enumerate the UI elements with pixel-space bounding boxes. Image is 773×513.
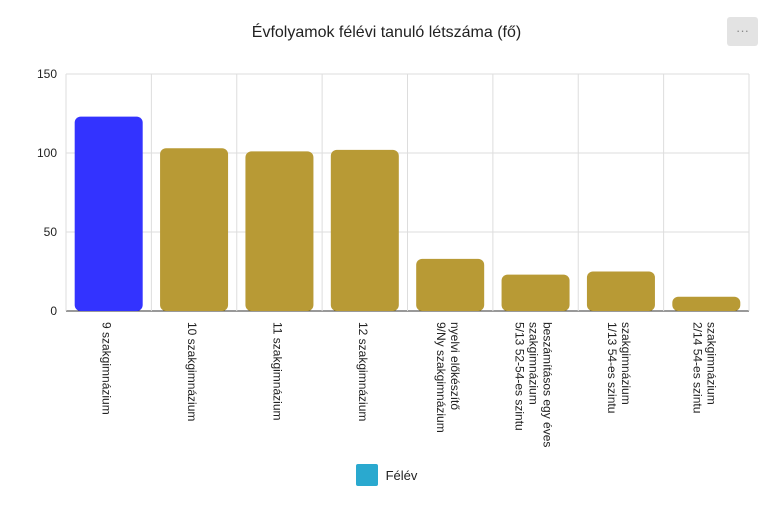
x-tick-label: szakgimnázium (704, 322, 718, 405)
y-tick-label: 150 (37, 67, 57, 81)
bar (416, 258, 485, 311)
y-tick-label: 50 (44, 225, 58, 239)
x-tick-label: 9/Ny szakgimnázium (434, 322, 448, 433)
bar (672, 296, 741, 311)
bar (74, 116, 143, 311)
bar (245, 151, 314, 311)
x-tick-label: 1/13 54-es szintu (605, 322, 619, 413)
x-tick-label: beszámításos egy éves (541, 322, 555, 447)
x-tick-label: 12 szakgimnázium (356, 322, 370, 421)
chart-title: Évfolyamok félévi tanuló létszáma (fő) (251, 24, 522, 41)
bar (160, 148, 229, 311)
legend-swatch (355, 464, 378, 486)
more-options-button[interactable]: ··· (727, 17, 758, 46)
y-tick-label: 0 (50, 304, 57, 318)
bar (330, 149, 399, 311)
x-tick-label: szakgimnázium (527, 322, 541, 405)
x-tick-label: 11 szakgimnázium (270, 322, 284, 420)
x-tick-label: 5/13 52-54-es szintu (513, 322, 527, 431)
x-tick-label: 2/14 54-es szintu (690, 322, 704, 413)
x-tick-label: nyelvi előkészítő (448, 322, 462, 410)
y-tick-label: 100 (37, 146, 57, 160)
legend-label: Félév (385, 467, 418, 483)
x-tick-label: 10 szakgimnázium (185, 322, 199, 421)
more-dots-icon: ··· (736, 23, 749, 38)
chart-legend[interactable]: Félév (0, 464, 773, 486)
x-tick-label: 9 szakgimnázium (100, 322, 114, 415)
bar (586, 271, 655, 311)
bar (501, 274, 570, 311)
x-tick-label: szakgimnázium (619, 322, 633, 405)
